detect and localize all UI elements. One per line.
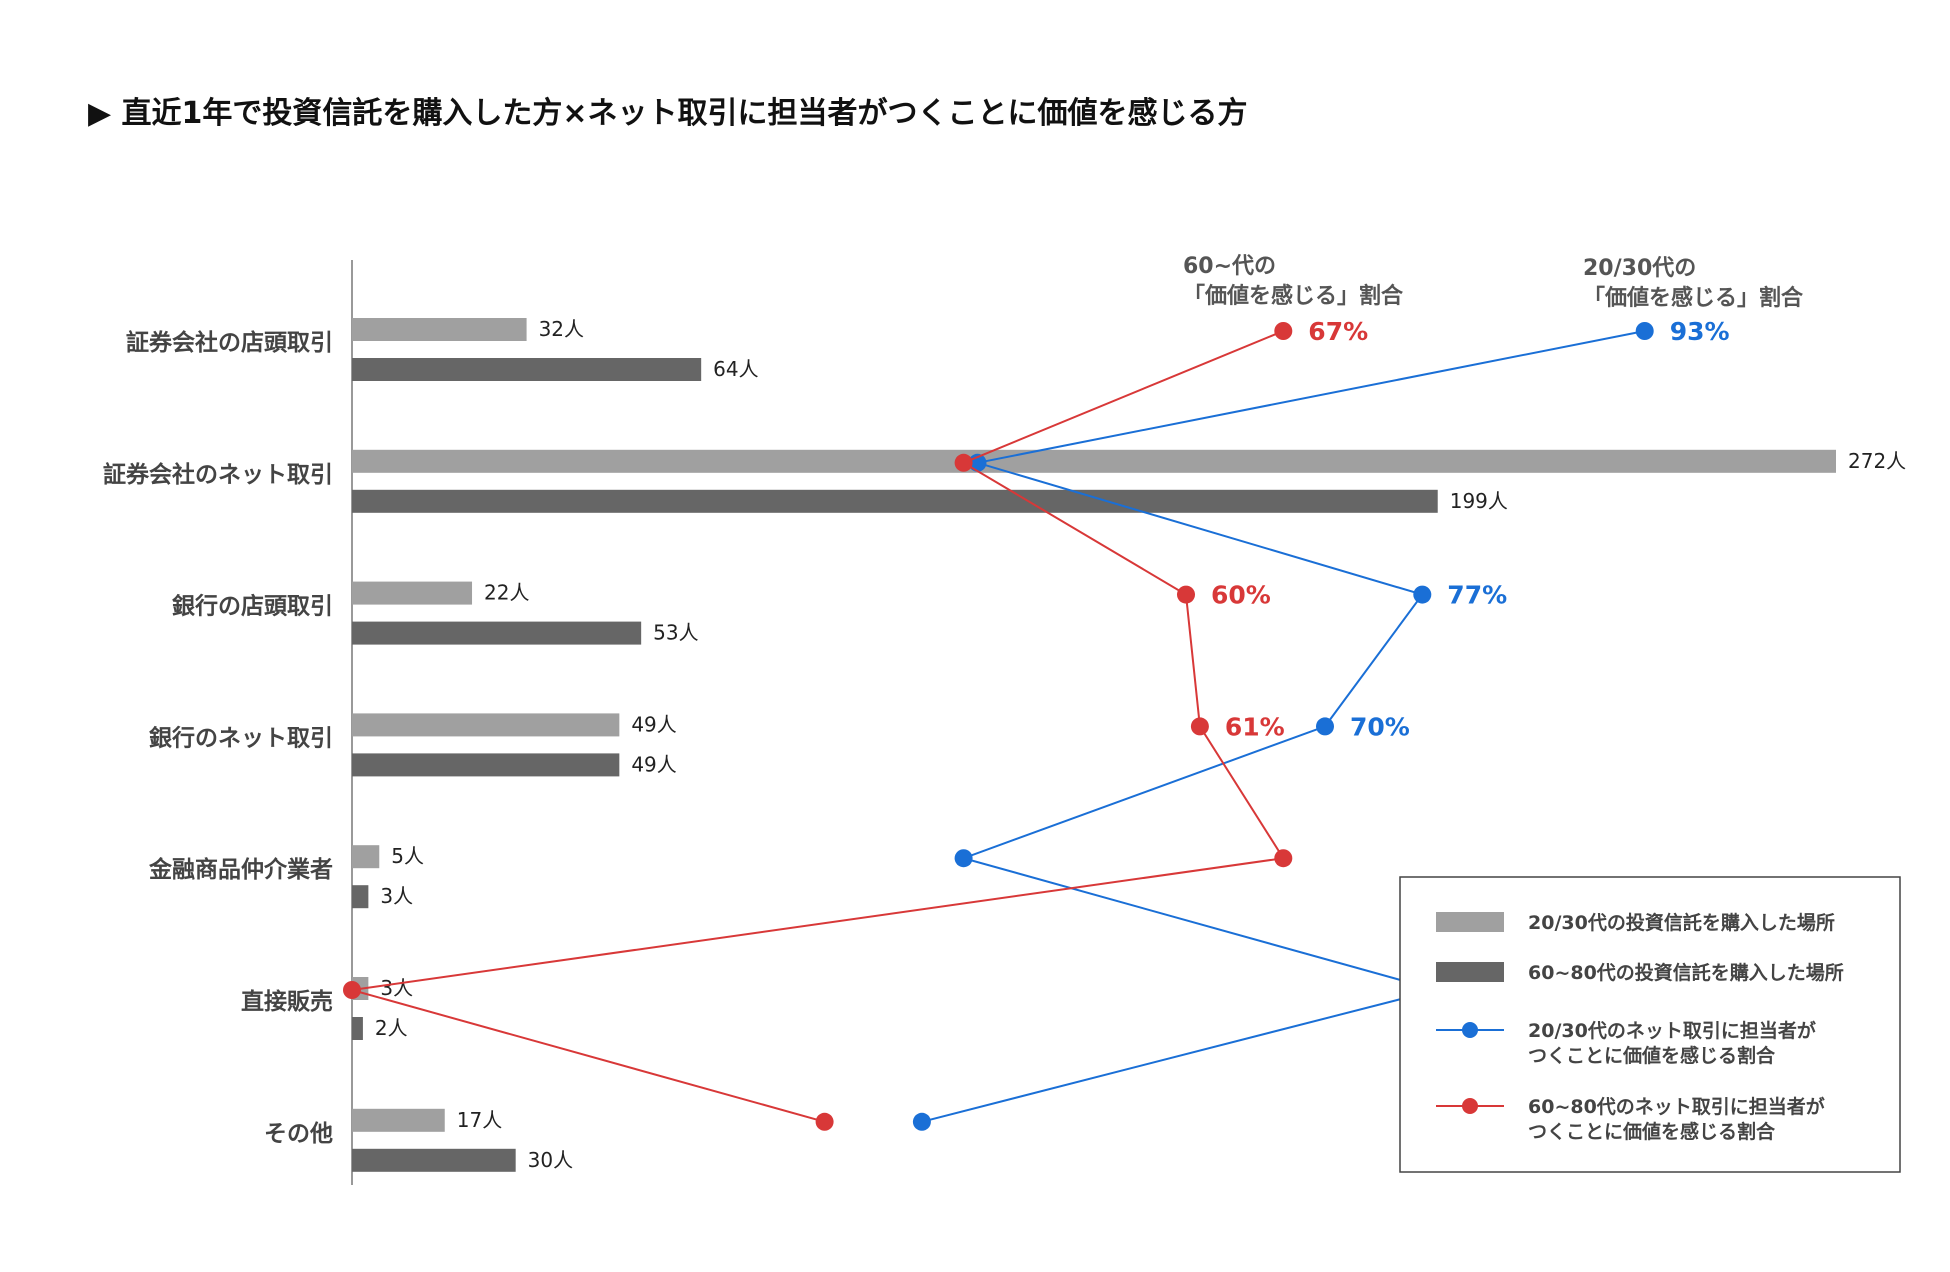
- bar-young: [352, 581, 473, 605]
- bar-value-label: 49人: [631, 712, 676, 736]
- category-label: 証券会社のネット取引: [103, 461, 333, 488]
- bar-young: [352, 1108, 445, 1132]
- line-point: [1274, 849, 1293, 868]
- line-headers: 60~代の「価値を感じる」割合 20/30代の「価値を感じる」割合: [1183, 254, 1804, 311]
- bar-value-label: 3人: [380, 976, 413, 1000]
- bar-young: [352, 318, 527, 341]
- line-header-label: 60~代の「価値を感じる」割合: [1183, 254, 1404, 309]
- category-label: 金融商品仲介業者: [148, 856, 333, 883]
- bar-value-label: 49人: [631, 752, 676, 776]
- bar-senior: [352, 1017, 363, 1040]
- bar-young: [352, 713, 620, 737]
- bar-value-label: 30人: [528, 1148, 573, 1172]
- line-point: [1274, 322, 1293, 340]
- bar-value-label: 53人: [653, 621, 698, 645]
- legend-label: 60~80代のネット取引に担当者がつくことに価値を感じる割合: [1528, 1095, 1825, 1143]
- legend-swatch: [1436, 962, 1504, 982]
- line-value-label: 60%: [1211, 581, 1271, 610]
- legend-marker: [1462, 1098, 1478, 1114]
- bar-young: [352, 449, 1836, 473]
- line-point: [1635, 322, 1654, 340]
- legend: 20/30代の投資信託を購入した場所 60~80代の投資信託を購入した場所 20/3…: [1399, 876, 1901, 1173]
- lines-layer: 93% 77% 70% 67% 60% 61%: [343, 317, 1730, 1131]
- bar-senior: [352, 1148, 516, 1172]
- bar-senior: [352, 489, 1438, 513]
- line-point: [954, 453, 973, 472]
- bar-value-label: 2人: [375, 1016, 408, 1040]
- legend-marker: [1462, 1022, 1478, 1038]
- bar-value-label: 64人: [713, 357, 758, 381]
- line-point: [1177, 585, 1195, 604]
- legend-label: 20/30代の投資信託を購入した場所: [1528, 911, 1835, 934]
- line-value-label: 93%: [1670, 317, 1730, 346]
- line-point: [1413, 585, 1432, 604]
- bar-senior: [352, 753, 620, 777]
- bar-senior: [352, 358, 702, 381]
- legend-label: 60~80代の投資信託を購入した場所: [1528, 961, 1844, 984]
- bar-senior: [352, 885, 369, 909]
- line-point: [343, 981, 361, 999]
- category-label: 銀行の店頭取引: [172, 593, 333, 620]
- line-value-label: 70%: [1350, 712, 1410, 741]
- bar-value-label: 199人: [1450, 489, 1508, 513]
- legend-swatch: [1436, 912, 1504, 932]
- line-point: [912, 1112, 931, 1131]
- line-value-label: 61%: [1225, 712, 1285, 741]
- line-header-label: 20/30代の「価値を感じる」割合: [1583, 256, 1804, 311]
- line-value-label: 77%: [1447, 581, 1507, 610]
- category-label: 証券会社の店頭取引: [126, 329, 333, 356]
- line-point: [954, 849, 973, 868]
- line-value-label: 67%: [1308, 317, 1368, 346]
- bar-value-label: 3人: [380, 884, 413, 908]
- bar-senior: [352, 621, 642, 645]
- category-label: 直接販売: [241, 988, 333, 1015]
- chart-title: ▶ 直近1年で投資信託を購入した方×ネット取引に担当者がつくことに価値を感じる方: [88, 96, 1248, 131]
- line-point: [815, 1112, 834, 1131]
- category-label: その他: [264, 1121, 333, 1147]
- bar-value-label: 22人: [484, 581, 529, 605]
- legend-label: 20/30代のネット取引に担当者がつくことに価値を感じる割合: [1528, 1019, 1816, 1067]
- bar-value-label: 32人: [539, 317, 584, 341]
- category-label: 銀行のネット取引: [149, 724, 333, 751]
- bar-value-label: 272人: [1848, 449, 1906, 473]
- bar-value-label: 17人: [457, 1108, 502, 1132]
- bar-young: [352, 845, 380, 869]
- bar-value-label: 5人: [391, 844, 424, 868]
- line-point: [1190, 717, 1209, 736]
- line-point: [1316, 717, 1334, 736]
